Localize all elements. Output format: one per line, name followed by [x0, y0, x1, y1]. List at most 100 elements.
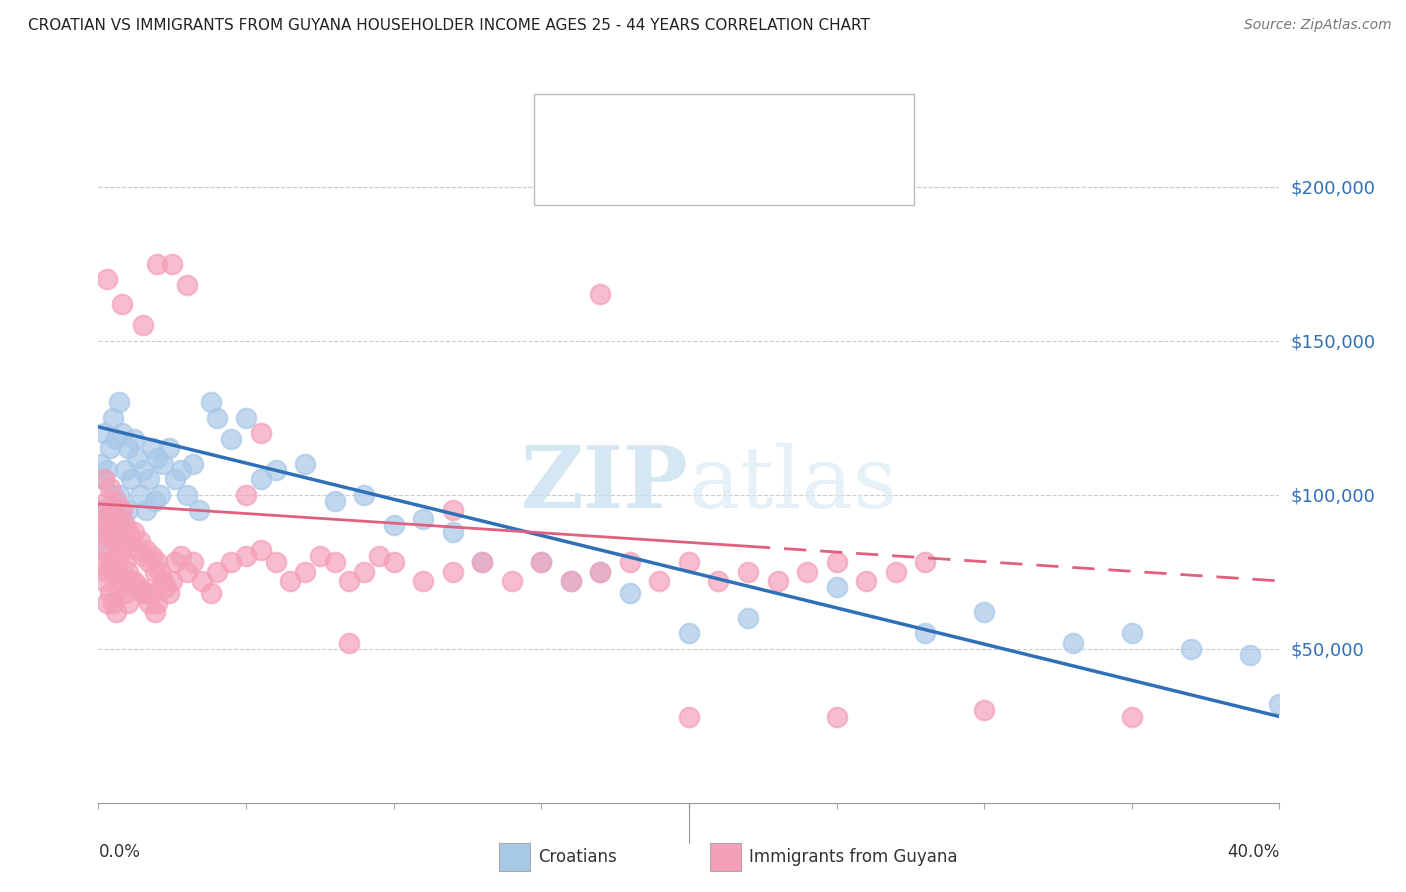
- Text: 112: 112: [758, 165, 793, 183]
- Point: [143, 605, 166, 619]
- Point: [309, 549, 332, 564]
- Point: [323, 556, 346, 570]
- Point: [619, 556, 641, 570]
- Text: R =: R =: [595, 107, 631, 125]
- Point: [412, 512, 434, 526]
- Point: [825, 709, 848, 723]
- Point: [93, 543, 115, 558]
- Point: [120, 533, 142, 548]
- Point: [157, 586, 180, 600]
- Point: [1239, 648, 1261, 662]
- Point: [114, 586, 136, 600]
- Point: [117, 524, 139, 539]
- Point: [90, 524, 112, 539]
- Point: [96, 463, 118, 477]
- Point: [90, 503, 112, 517]
- Point: [96, 272, 118, 286]
- Text: Croatians: Croatians: [538, 848, 617, 866]
- Point: [96, 565, 118, 579]
- Point: [323, 493, 346, 508]
- Point: [560, 574, 582, 588]
- Point: [105, 533, 128, 548]
- Point: [141, 549, 163, 564]
- Point: [90, 503, 112, 517]
- Point: [707, 574, 730, 588]
- Point: [264, 556, 287, 570]
- Point: [120, 574, 142, 588]
- Point: [1268, 697, 1291, 711]
- Point: [560, 574, 582, 588]
- Point: [103, 565, 125, 579]
- Point: [176, 488, 198, 502]
- Point: [884, 565, 907, 579]
- Point: [914, 626, 936, 640]
- Point: [235, 410, 257, 425]
- Point: [93, 472, 115, 486]
- Point: [1121, 626, 1143, 640]
- Point: [111, 425, 134, 440]
- Point: [111, 503, 134, 517]
- Point: [103, 488, 125, 502]
- Point: [98, 518, 121, 533]
- Point: [339, 635, 360, 649]
- Point: [589, 565, 612, 579]
- Point: [93, 472, 115, 486]
- Point: [382, 518, 405, 533]
- Point: [589, 287, 612, 301]
- Point: [105, 432, 128, 446]
- Point: [143, 493, 166, 508]
- Point: [122, 574, 145, 588]
- Point: [96, 503, 118, 517]
- Point: [98, 482, 121, 496]
- Point: [678, 556, 700, 570]
- Point: [339, 574, 360, 588]
- Point: [98, 586, 121, 600]
- Point: [111, 296, 134, 310]
- Point: [187, 503, 209, 517]
- Point: [108, 512, 131, 526]
- Point: [96, 543, 118, 558]
- Point: [973, 605, 995, 619]
- Point: [152, 574, 174, 588]
- Point: [128, 580, 150, 594]
- Text: 40.0%: 40.0%: [1227, 844, 1279, 862]
- Point: [141, 442, 163, 456]
- Point: [170, 549, 193, 564]
- Point: [441, 503, 464, 517]
- Point: [122, 524, 145, 539]
- Point: [146, 595, 169, 609]
- Point: [176, 565, 198, 579]
- Point: [98, 442, 121, 456]
- Text: Source: ZipAtlas.com: Source: ZipAtlas.com: [1244, 18, 1392, 32]
- Point: [90, 556, 112, 570]
- Point: [181, 556, 204, 570]
- Point: [96, 595, 118, 609]
- Point: [103, 503, 125, 517]
- Point: [412, 574, 434, 588]
- Point: [146, 556, 169, 570]
- Point: [471, 556, 494, 570]
- Point: [138, 595, 160, 609]
- Text: -0.464: -0.464: [634, 107, 693, 125]
- Text: N =: N =: [710, 107, 758, 125]
- Point: [530, 556, 553, 570]
- Point: [176, 278, 198, 293]
- Point: [93, 512, 115, 526]
- Point: [93, 425, 115, 440]
- Point: [135, 503, 157, 517]
- Point: [264, 463, 287, 477]
- Point: [125, 543, 148, 558]
- Point: [117, 565, 139, 579]
- Point: [530, 556, 553, 570]
- Text: atlas: atlas: [689, 442, 898, 525]
- Point: [108, 488, 131, 502]
- Point: [96, 493, 118, 508]
- Point: [108, 549, 131, 564]
- Point: [191, 574, 214, 588]
- Point: [250, 425, 273, 440]
- Point: [111, 543, 134, 558]
- Point: [108, 580, 131, 594]
- Point: [111, 574, 134, 588]
- Point: [766, 574, 789, 588]
- Point: [152, 457, 174, 471]
